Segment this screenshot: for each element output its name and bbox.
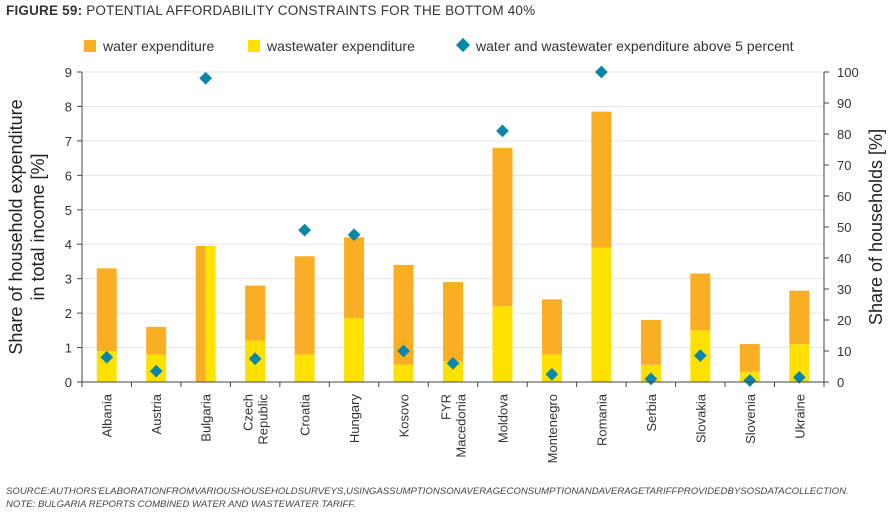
- legend-swatch-wastewater: [248, 40, 260, 52]
- legend-label-above5: water and wastewater expenditure above 5…: [475, 38, 794, 54]
- y-right-tick-label: 70: [837, 158, 851, 173]
- x-tick-label: Montenegro: [545, 394, 560, 463]
- bar-water-moldova: [492, 147, 513, 307]
- y-right-tick-label: 50: [837, 220, 851, 235]
- bar-water-croatia: [294, 256, 315, 355]
- y-axis-left-title-line: Share of household expenditure: [6, 99, 26, 354]
- legend-marker-above5: [455, 37, 471, 53]
- y-right-tick-label: 40: [837, 251, 851, 266]
- bar-wastewater-fyr-macedonia: [443, 361, 463, 382]
- marker-above5-bulgaria: [199, 71, 213, 85]
- y-left-tick-label: 4: [65, 237, 72, 252]
- figure-title-text: POTENTIAL AFFORDABILITY CONSTRAINTS FOR …: [86, 3, 536, 18]
- bar-water-slovakia: [690, 273, 711, 331]
- x-tick-label: FYR: [439, 394, 454, 420]
- chart-legend: water expenditure wastewater expenditure…: [84, 37, 794, 54]
- y-right-tick-label: 10: [837, 344, 851, 359]
- bar-combined-wastewater-bulgaria: [205, 245, 216, 382]
- bar-wastewater-ukraine: [789, 344, 810, 382]
- marker-above5-croatia: [298, 223, 311, 237]
- marker-above5-hungary: [347, 228, 361, 242]
- marker-above5-romania: [595, 65, 608, 79]
- bar-wastewater-moldova: [492, 306, 513, 382]
- y-left-tick-label: 1: [65, 341, 72, 356]
- y-right-tick-label: 0: [837, 375, 844, 390]
- bar-water-romania: [591, 111, 612, 248]
- y-left-tick-label: 2: [65, 306, 72, 321]
- bar-wastewater-croatia: [294, 354, 315, 382]
- y-right-tick-label: 90: [837, 96, 851, 111]
- x-tick-label: Romania: [594, 393, 609, 446]
- legend-label-water: water expenditure: [102, 38, 215, 54]
- x-tick-label: Macedonia: [454, 393, 469, 457]
- y-left-tick-label: 8: [65, 99, 72, 114]
- x-tick-label: Slovenia: [743, 393, 758, 444]
- figure-title: FIGURE 59: POTENTIAL AFFORDABILITY CONST…: [6, 3, 535, 18]
- bar-combined-water-bulgaria: [195, 245, 206, 382]
- y-left-tick-label: 5: [65, 203, 72, 218]
- y-left-tick-label: 6: [65, 168, 72, 183]
- y-right-tick-label: 20: [837, 313, 851, 328]
- y-axis-left-title: Share of household expenditure in total i…: [6, 99, 48, 354]
- bar-water-albania: [96, 268, 117, 351]
- y-axis-right-title: Share of households [%]: [866, 129, 886, 325]
- bar-water-fyr-macedonia: [443, 282, 463, 362]
- x-tick-label: Ukraine: [792, 394, 807, 439]
- marker-above5-fyr-macedonia: [446, 357, 460, 370]
- marker-above5-czech-republic: [248, 352, 262, 366]
- marker-above5-austria: [149, 364, 163, 378]
- x-tick-label: Hungary: [347, 394, 362, 444]
- bar-wastewater-kosovo: [393, 364, 414, 382]
- marker-above5-moldova: [496, 124, 509, 138]
- y-left-tick-label: 9: [65, 65, 72, 80]
- bar-series: [96, 111, 810, 382]
- bar-water-czech-republic: [245, 285, 266, 341]
- x-tick-label: Kosovo: [397, 394, 412, 437]
- figure-number: FIGURE 59:: [6, 3, 83, 18]
- x-tick-label: Slovakia: [693, 393, 708, 443]
- y-right-tick-label: 60: [837, 189, 851, 204]
- y-left-tick-label: 7: [65, 134, 72, 149]
- bar-water-hungary: [344, 237, 365, 319]
- x-tick-label: Bulgaria: [199, 393, 214, 441]
- legend-label-wastewater: wastewater expenditure: [266, 38, 415, 54]
- marker-above5-kosovo: [397, 344, 410, 358]
- x-tick-label: Serbia: [644, 393, 659, 431]
- y-left-tick-label: 0: [65, 375, 72, 390]
- bar-water-ukraine: [789, 290, 810, 345]
- bar-water-serbia: [640, 320, 661, 365]
- x-tick-label: Austria: [149, 393, 164, 434]
- x-tick-label: Albania: [100, 393, 115, 437]
- bar-water-kosovo: [393, 264, 414, 365]
- y-right-tick-label: 80: [837, 127, 851, 142]
- y-right-tick-label: 100: [837, 65, 859, 80]
- bar-wastewater-hungary: [344, 318, 365, 382]
- x-tick-label: Republic: [256, 394, 271, 445]
- bar-water-slovenia: [739, 344, 760, 372]
- footnote: NOTE: BULGARIA REPORTS COMBINED WATER AN…: [6, 499, 356, 510]
- legend-swatch-water: [84, 40, 96, 52]
- marker-above5-albania: [100, 350, 114, 364]
- x-tick-label: Croatia: [298, 393, 313, 436]
- bar-wastewater-albania: [96, 351, 117, 382]
- y-right-tick-label: 30: [837, 282, 851, 297]
- x-tick-label: Moldova: [495, 393, 510, 443]
- bar-water-austria: [146, 326, 167, 355]
- x-tick-label: Czech: [241, 394, 256, 431]
- bar-water-montenegro: [541, 299, 562, 355]
- source-note: SOURCE:AUTHORS'ELABORATIONFROMVARIOUSHOU…: [6, 486, 849, 497]
- y-axis-left-title-line: in total income [%]: [28, 153, 48, 300]
- bar-wastewater-romania: [591, 247, 612, 382]
- y-left-tick-label: 3: [65, 272, 72, 287]
